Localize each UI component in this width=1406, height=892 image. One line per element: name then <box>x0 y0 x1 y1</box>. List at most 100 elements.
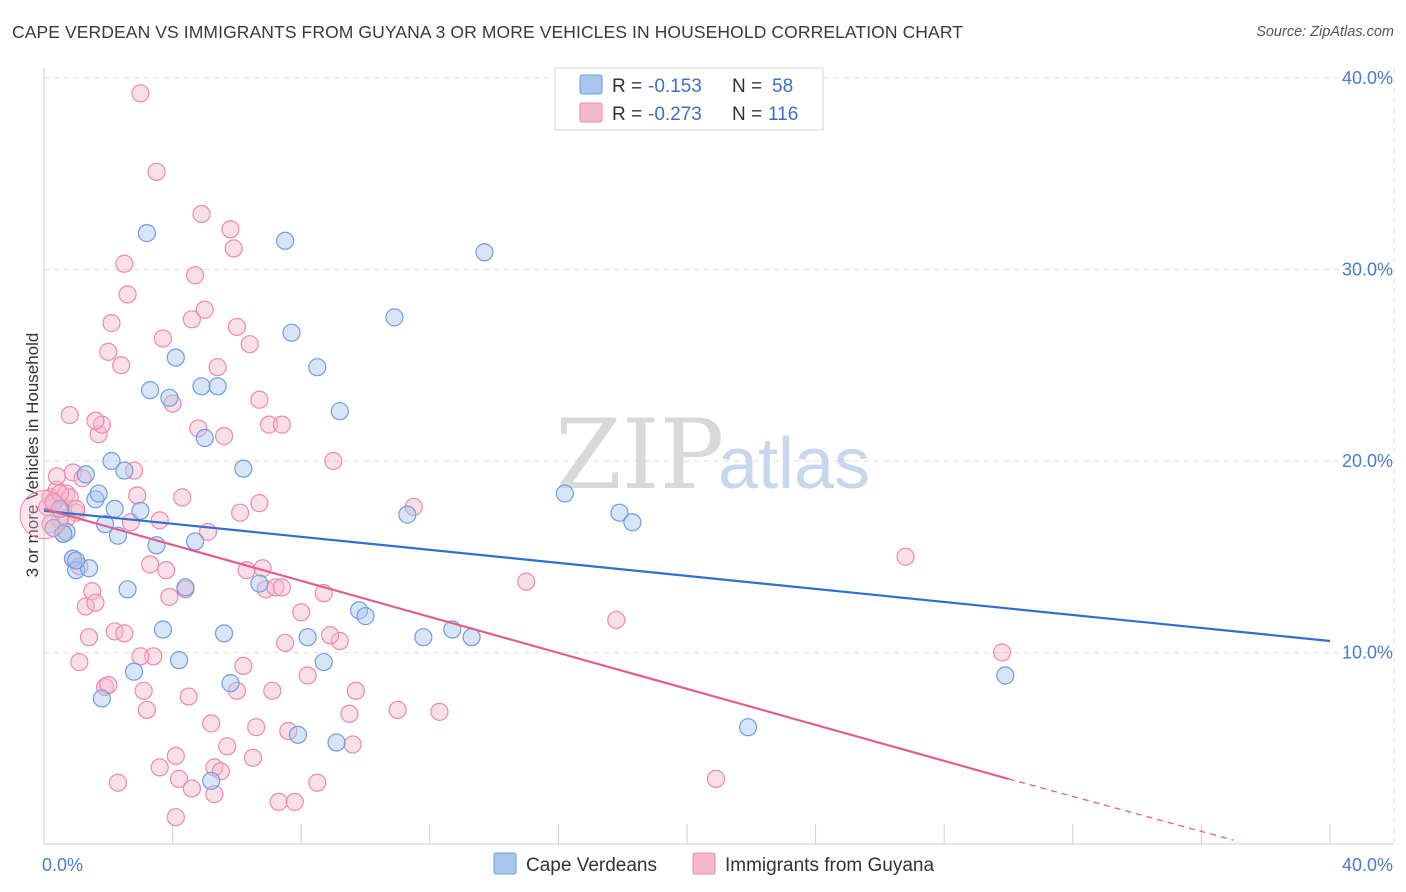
data-point <box>298 666 317 685</box>
trend-lines <box>43 507 1331 841</box>
x-tick-label: 0.0% <box>42 855 83 875</box>
data-point <box>706 769 726 788</box>
data-point <box>276 231 295 250</box>
data-point <box>163 394 182 413</box>
data-point <box>202 771 221 790</box>
source-credit: Source: ZipAtlas.com <box>1256 24 1394 40</box>
data-point <box>105 499 124 518</box>
data-point <box>147 162 166 181</box>
legend-n-value: 116 <box>768 104 798 125</box>
data-point <box>115 624 134 643</box>
data-point <box>160 587 179 607</box>
data-point <box>166 808 185 827</box>
data-point <box>118 285 137 304</box>
data-point <box>272 415 292 434</box>
data-point <box>186 266 205 285</box>
y-axis-label: 3 or more Vehicles in Household <box>23 333 42 578</box>
x-tick-labels: 0.0% 40.0% <box>42 855 1393 875</box>
data-point <box>137 700 156 720</box>
data-point <box>430 702 449 721</box>
data-points <box>19 84 1015 827</box>
data-point <box>108 773 128 792</box>
data-point <box>282 323 301 342</box>
data-point <box>150 511 169 530</box>
data-point <box>150 758 169 777</box>
data-point <box>195 428 214 448</box>
data-point <box>208 377 227 396</box>
trend-line-immigrants-guyana <box>43 507 1009 780</box>
data-point <box>250 390 269 409</box>
legend-r-label: R = <box>612 104 642 125</box>
data-point <box>186 532 205 551</box>
data-point <box>314 652 333 672</box>
data-point <box>169 769 189 788</box>
series-legend: Cape Verdeans Immigrants from Guyana <box>493 852 934 876</box>
data-point <box>330 631 349 651</box>
data-point <box>623 513 642 532</box>
data-point <box>221 674 240 693</box>
data-point <box>92 689 111 708</box>
data-point <box>112 356 131 375</box>
data-point <box>221 220 240 239</box>
data-point <box>124 461 144 480</box>
data-point <box>192 377 211 396</box>
legend-swatch-cape-verdeans <box>579 74 603 95</box>
data-point <box>89 425 108 444</box>
data-point <box>272 578 292 597</box>
data-point <box>140 381 160 400</box>
data-point <box>346 681 365 700</box>
legend-swatch-cape-verdeans <box>493 852 517 875</box>
data-point <box>99 342 118 361</box>
data-point <box>131 84 150 103</box>
data-point <box>240 335 259 354</box>
y-tick-label: 10.0% <box>1342 643 1393 663</box>
data-point <box>76 597 95 616</box>
stats-legend: R = -0.153 N = 58 R = -0.273 N = 116 <box>554 67 824 131</box>
data-point <box>321 626 340 645</box>
data-point <box>63 549 83 568</box>
data-point <box>227 317 246 337</box>
data-point <box>95 677 115 697</box>
data-point <box>182 779 201 798</box>
data-point <box>169 651 189 670</box>
data-point <box>173 488 192 507</box>
trend-line-cape-verdeans <box>43 509 1331 643</box>
data-point <box>160 388 179 407</box>
data-point <box>86 411 105 430</box>
data-point <box>214 427 234 446</box>
data-point <box>115 254 134 273</box>
y-tick-label: 20.0% <box>1342 451 1393 471</box>
legend-n-label: N = <box>732 104 762 125</box>
data-point <box>134 681 153 700</box>
data-point <box>555 484 574 503</box>
data-point <box>205 785 224 804</box>
data-point <box>388 700 407 720</box>
data-point <box>607 610 626 630</box>
data-point <box>996 666 1015 685</box>
data-point <box>86 593 105 612</box>
data-point <box>610 503 629 522</box>
data-point <box>269 792 288 811</box>
data-point <box>83 582 102 601</box>
data-point <box>137 224 156 243</box>
data-point <box>247 718 266 737</box>
data-point <box>176 578 195 597</box>
data-point <box>47 467 66 486</box>
data-point <box>343 735 362 754</box>
data-point <box>298 628 317 647</box>
data-point <box>324 451 343 471</box>
data-point <box>259 415 279 434</box>
data-point <box>279 721 298 741</box>
y-tick-label: 30.0% <box>1342 260 1393 280</box>
axes <box>43 68 1394 845</box>
data-point <box>118 580 137 599</box>
data-point <box>288 725 308 744</box>
data-point <box>385 308 404 327</box>
data-point <box>144 647 163 666</box>
data-point <box>153 329 173 348</box>
data-point <box>166 746 185 766</box>
data-point <box>192 204 211 224</box>
legend-label-immigrants-guyana: Immigrants from Guyana <box>725 855 934 876</box>
data-point <box>140 555 160 574</box>
data-point <box>182 310 201 329</box>
